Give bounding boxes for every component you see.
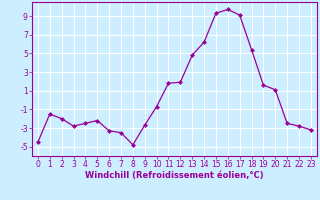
X-axis label: Windchill (Refroidissement éolien,°C): Windchill (Refroidissement éolien,°C) (85, 171, 264, 180)
